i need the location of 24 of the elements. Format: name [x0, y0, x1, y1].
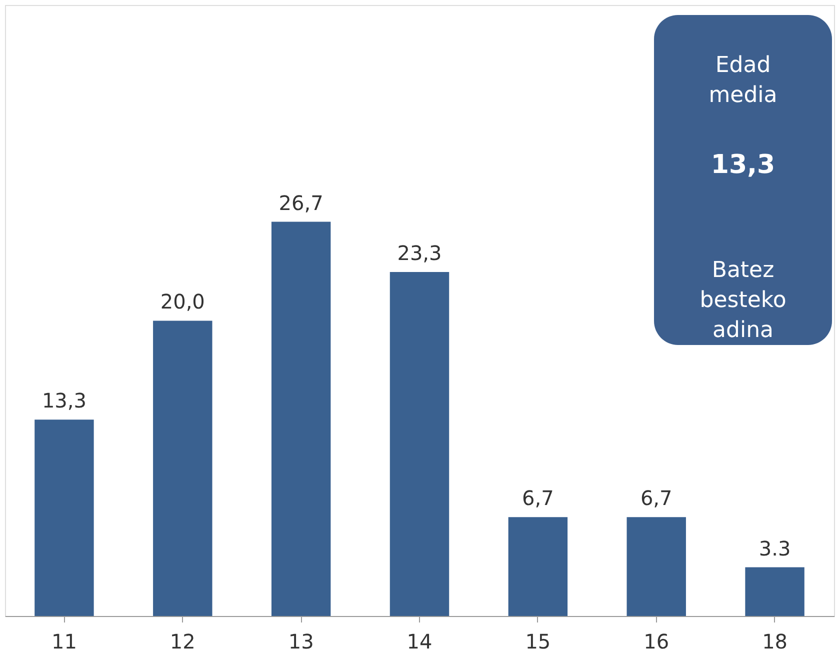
text: 13,3 [710, 150, 776, 180]
annotation: Batez besteko adina [700, 258, 786, 343]
x-tick-label: 14 [406, 630, 432, 654]
bar [34, 420, 94, 616]
x-tick-label: 12 [170, 630, 196, 654]
data-label: 20,0 [160, 290, 205, 314]
data-label: 26,7 [278, 190, 324, 215]
text: Edad media [708, 53, 778, 108]
data-label: 3.3 [758, 536, 791, 560]
x-tick-label: 16 [644, 630, 670, 654]
bar [745, 567, 804, 616]
bar [390, 272, 450, 616]
x-tick-label: 18 [762, 630, 788, 654]
data-label: 6,7 [640, 486, 672, 510]
x-tick-label: 11 [51, 630, 77, 654]
x-tick-label: 13 [288, 630, 314, 654]
data-label: 23,3 [397, 241, 442, 266]
data-label: 6,7 [522, 486, 554, 510]
bar [508, 517, 568, 616]
bar [271, 222, 331, 616]
x-tick-label: 15 [525, 630, 551, 654]
bar [626, 517, 686, 616]
data-label: 13,3 [42, 388, 86, 413]
bar [153, 320, 212, 616]
